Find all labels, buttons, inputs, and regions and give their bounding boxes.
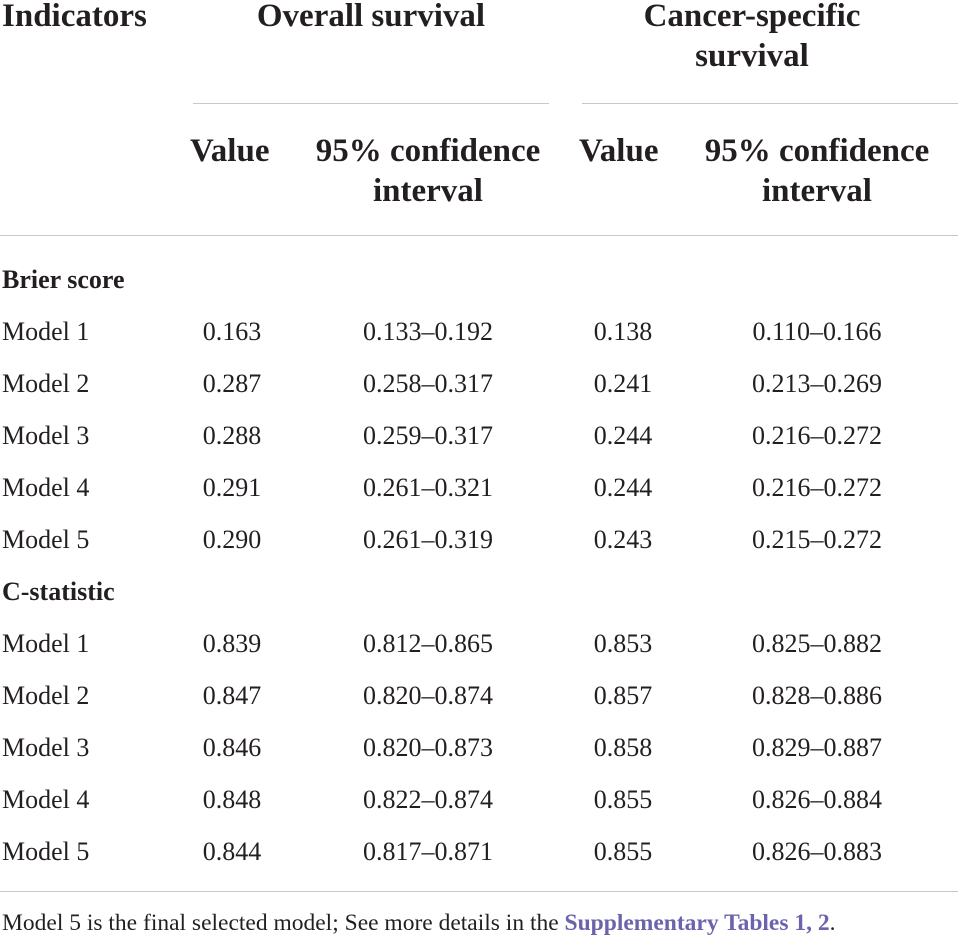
css-value: 0.243 [593,525,653,554]
table-row: Model 5 0.290 0.261–0.319 0.243 0.215–0.… [0,525,958,577]
css-value: 0.244 [593,473,653,502]
os-value: 0.291 [202,473,262,502]
os-ci: 0.258–0.317 [363,369,493,398]
row-label: Model 3 [2,733,90,762]
css-value: 0.855 [593,785,653,814]
row-label: Model 4 [2,473,90,502]
header-overall-survival: Overall survival [256,0,486,34]
row-label: Model 4 [2,785,90,814]
os-ci: 0.817–0.871 [363,837,493,866]
table-row: Model 4 0.848 0.822–0.874 0.855 0.826–0.… [0,785,958,837]
css-value: 0.855 [593,837,653,866]
row-label: Model 5 [2,525,90,554]
css-ci: 0.213–0.269 [752,369,882,398]
os-ci: 0.820–0.873 [363,733,493,762]
header-indicators: Indicators [2,0,147,34]
os-value: 0.844 [202,837,262,866]
table-row: Model 3 0.846 0.820–0.873 0.858 0.829–0.… [0,733,958,785]
css-value: 0.853 [593,629,653,658]
os-ci: 0.259–0.317 [363,421,493,450]
css-ci: 0.828–0.886 [752,681,882,710]
css-ci: 0.825–0.882 [752,629,882,658]
header-os-ci-line1: 95% confidence [315,133,541,169]
css-ci: 0.110–0.166 [752,317,882,346]
css-ci: 0.829–0.887 [752,733,882,762]
header-cancer-specific-line1: Cancer-specific [643,0,861,34]
css-ci: 0.216–0.272 [752,421,882,450]
row-label: Model 3 [2,421,90,450]
table-row: Model 4 0.291 0.261–0.321 0.244 0.216–0.… [0,473,958,525]
css-value: 0.244 [593,421,653,450]
footnote-end: . [829,910,836,936]
row-label: Model 2 [2,681,90,710]
table-row: Model 5 0.844 0.817–0.871 0.855 0.826–0.… [0,837,958,889]
table-row: Model 1 0.163 0.133–0.192 0.138 0.110–0.… [0,317,958,369]
os-value: 0.163 [202,317,262,346]
header-css-ci: 95% confidence interval [692,131,942,211]
os-ci: 0.812–0.865 [363,629,493,658]
header-os-ci-line2: interval [373,173,483,209]
table-row: Model 2 0.287 0.258–0.317 0.241 0.213–0.… [0,369,958,421]
css-value: 0.857 [593,681,653,710]
row-label: Model 5 [2,837,90,866]
os-ci: 0.261–0.319 [363,525,493,554]
css-value: 0.138 [593,317,653,346]
os-ci: 0.133–0.192 [363,317,493,346]
table-row: Model 2 0.847 0.820–0.874 0.857 0.828–0.… [0,681,958,733]
os-value: 0.847 [202,681,262,710]
css-value: 0.858 [593,733,653,762]
header-css-ci-line1: 95% confidence [704,133,930,169]
row-label: Model 1 [2,317,90,346]
css-ci: 0.215–0.272 [752,525,882,554]
css-ci: 0.216–0.272 [752,473,882,502]
header-cancer-specific-line2: survival [695,38,809,74]
os-value: 0.288 [202,421,262,450]
row-label: Model 2 [2,369,90,398]
table-row: Model 3 0.288 0.259–0.317 0.244 0.216–0.… [0,421,958,473]
header-cancer-specific-survival: Cancer-specific survival [582,0,922,76]
os-value: 0.287 [202,369,262,398]
table-footnote: Model 5 is the final selected model; See… [2,908,836,938]
css-ci: 0.826–0.884 [752,785,882,814]
overall-survival-spanner-rule [193,103,549,104]
os-ci: 0.261–0.321 [363,473,493,502]
header-os-value: Value [190,133,270,169]
table-row: Model 1 0.839 0.812–0.865 0.853 0.825–0.… [0,629,958,681]
os-ci: 0.820–0.874 [363,681,493,710]
supplementary-tables-link[interactable]: Supplementary Tables 1, 2 [564,910,830,936]
group-title-c-statistic: C-statistic [2,577,115,606]
os-ci: 0.822–0.874 [363,785,493,814]
header-css-ci-line2: interval [762,173,872,209]
header-css-value: Value [579,133,659,169]
os-value: 0.290 [202,525,262,554]
group-title-brier-score: Brier score [2,265,125,294]
footnote-text: Model 5 is the final selected model; See… [2,910,565,936]
css-value: 0.241 [593,369,653,398]
os-value: 0.839 [202,629,262,658]
cancer-specific-spanner-rule [582,103,958,104]
row-label: Model 1 [2,629,90,658]
header-bottom-rule [0,235,958,236]
os-value: 0.846 [202,733,262,762]
os-value: 0.848 [202,785,262,814]
header-os-ci: 95% confidence interval [303,131,553,211]
css-ci: 0.826–0.883 [752,837,882,866]
table-bottom-rule [0,891,958,892]
